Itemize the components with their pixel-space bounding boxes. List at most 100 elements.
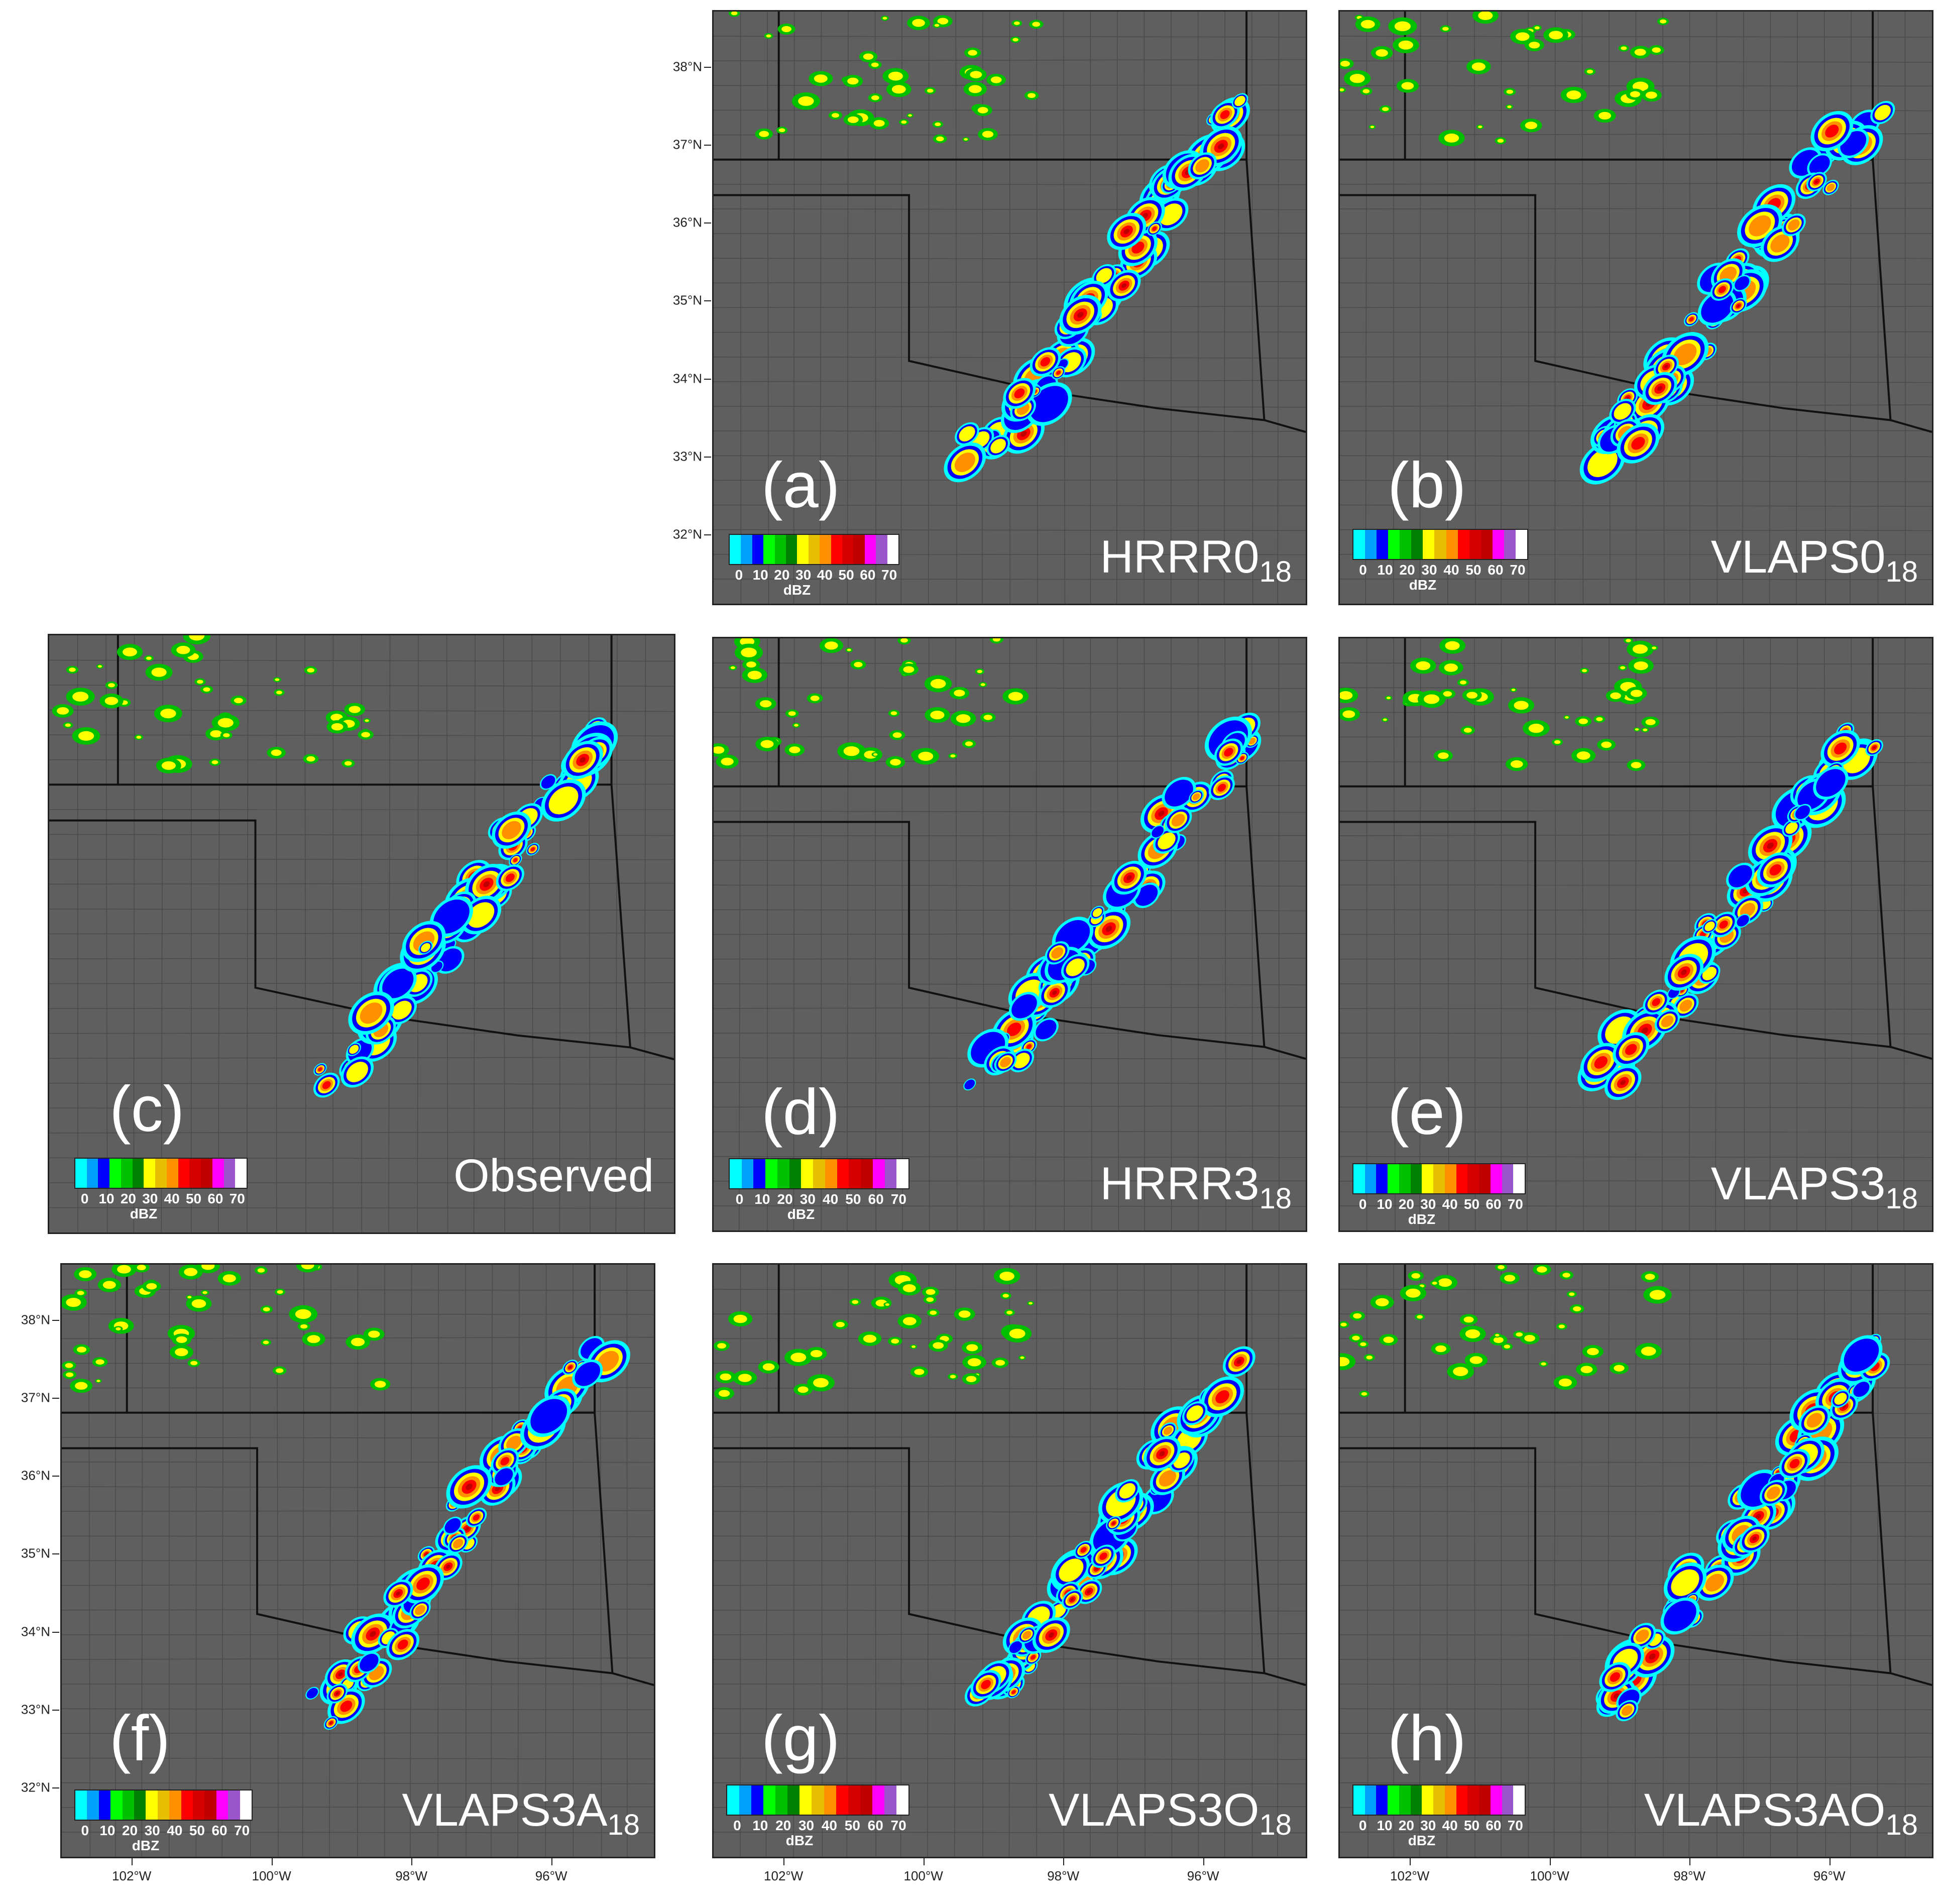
panel-c: 0 10 20 30 40 50 60 70 dBZ (c) Observed bbox=[48, 634, 675, 1234]
echo-cell bbox=[65, 1372, 74, 1377]
echo-cell bbox=[1573, 1306, 1581, 1311]
echo-cell bbox=[891, 85, 906, 94]
colorbar-swatch bbox=[212, 1159, 224, 1188]
echo-cell bbox=[954, 690, 965, 697]
echo-cell bbox=[467, 902, 495, 928]
colorbar-swatches bbox=[726, 1784, 909, 1816]
echo-cell bbox=[930, 711, 945, 720]
echo-cell bbox=[211, 760, 218, 764]
echo-cell bbox=[597, 1351, 619, 1372]
echo-cell bbox=[263, 1307, 270, 1312]
colorbar-swatch bbox=[741, 1159, 754, 1188]
colorbar-swatch bbox=[824, 1785, 836, 1815]
echo-cell bbox=[331, 723, 344, 731]
echo-cell bbox=[788, 711, 796, 716]
echo-cell bbox=[276, 691, 283, 695]
echo-cell bbox=[1031, 1655, 1036, 1660]
colorbar-swatch bbox=[884, 1159, 897, 1188]
echo-cell bbox=[1027, 93, 1036, 98]
echo-cell bbox=[1361, 1392, 1367, 1396]
echo-cell bbox=[506, 1435, 522, 1450]
colorbar-swatch bbox=[1490, 1785, 1502, 1815]
colorbar-swatch bbox=[1456, 1785, 1468, 1815]
echo-cell bbox=[1853, 1382, 1870, 1397]
echo-cell bbox=[1816, 769, 1846, 797]
echo-cell bbox=[794, 724, 798, 727]
echo-cell bbox=[136, 735, 142, 739]
echo-cell bbox=[1424, 694, 1440, 704]
echo-cell bbox=[1159, 1451, 1165, 1457]
echo-cell bbox=[930, 679, 946, 689]
colorbar-swatch bbox=[228, 1790, 240, 1820]
colorbar-swatch bbox=[1353, 1164, 1365, 1193]
echo-cell bbox=[890, 711, 897, 715]
panel-letter: (e) bbox=[1388, 1076, 1466, 1148]
colorbar-swatch bbox=[132, 1159, 144, 1188]
echo-cell bbox=[210, 730, 222, 738]
longitude-label: 96°W bbox=[1813, 1868, 1846, 1883]
colorbar-tick-label: 60 bbox=[868, 1191, 884, 1207]
echo-cell bbox=[1815, 180, 1818, 183]
colorbar-swatch bbox=[1504, 530, 1516, 559]
colorbar-swatch bbox=[774, 535, 786, 564]
echo-cell bbox=[382, 968, 414, 998]
latitude-label: 38°N bbox=[21, 1312, 50, 1327]
echo-cell bbox=[1630, 690, 1643, 697]
echo-cell bbox=[1581, 669, 1587, 673]
echo-cell bbox=[1549, 31, 1563, 40]
colorbar-tick-label: 0 bbox=[735, 1191, 744, 1207]
echo-cell bbox=[1020, 430, 1027, 437]
echo-cell bbox=[368, 1330, 380, 1338]
panel-name: VLAPS318 bbox=[1710, 1158, 1918, 1215]
echo-cell bbox=[374, 1381, 386, 1388]
echo-cell bbox=[1022, 1631, 1032, 1639]
echo-cell bbox=[137, 1265, 146, 1271]
colorbar-swatch bbox=[864, 535, 876, 564]
echo-cell bbox=[964, 138, 968, 141]
echo-cell bbox=[995, 1360, 1005, 1366]
colorbar-swatch bbox=[235, 1159, 247, 1188]
echo-cell bbox=[980, 683, 985, 686]
echo-cell bbox=[1159, 1470, 1177, 1487]
latitude-tick bbox=[704, 300, 711, 302]
echo-cell bbox=[1478, 126, 1482, 129]
colorbar-swatch bbox=[146, 1790, 158, 1820]
latitude-tick bbox=[704, 378, 711, 380]
colorbar-swatch bbox=[1388, 1785, 1399, 1815]
echo-cell bbox=[1030, 386, 1068, 422]
echo-cell bbox=[778, 128, 785, 133]
colorbar-swatch bbox=[836, 1785, 848, 1815]
echo-cell bbox=[1366, 1355, 1373, 1360]
echo-cell bbox=[580, 757, 586, 763]
panel-name: Observed bbox=[453, 1150, 654, 1201]
echo-cell bbox=[1002, 1294, 1009, 1298]
echo-cell bbox=[175, 1348, 188, 1357]
echo-cell bbox=[76, 1347, 87, 1353]
echo-cell bbox=[102, 1281, 116, 1289]
echo-cell bbox=[1834, 742, 1847, 755]
echo-cell bbox=[275, 1368, 284, 1373]
longitude-tick bbox=[1689, 1858, 1691, 1865]
echo-cell bbox=[1661, 1015, 1674, 1028]
colorbar-swatch bbox=[155, 1159, 167, 1188]
echo-cell bbox=[1000, 1057, 1011, 1068]
colorbar-tick-label: 20 bbox=[1399, 562, 1415, 578]
colorbar-swatch bbox=[797, 535, 809, 564]
colorbar-swatch bbox=[741, 535, 752, 564]
reflectivity-echoes bbox=[1340, 12, 1895, 485]
echo-cell bbox=[1643, 728, 1648, 731]
echo-cell bbox=[977, 669, 983, 674]
echo-cell bbox=[1621, 1705, 1633, 1716]
echo-cell bbox=[1749, 215, 1771, 237]
echo-cell bbox=[1587, 449, 1618, 477]
echo-cell bbox=[1121, 283, 1127, 288]
colorbar-tick-label: 40 bbox=[821, 1818, 838, 1833]
echo-cell bbox=[797, 1386, 809, 1393]
echo-cell bbox=[992, 638, 1001, 642]
echo-cell bbox=[1096, 268, 1112, 283]
colorbar-swatch bbox=[1502, 1164, 1514, 1193]
echo-cell bbox=[340, 1700, 353, 1712]
longitude-label: 102°W bbox=[112, 1868, 152, 1883]
colorbar-swatch bbox=[1388, 530, 1400, 559]
latitude-label: 34°N bbox=[672, 371, 702, 386]
